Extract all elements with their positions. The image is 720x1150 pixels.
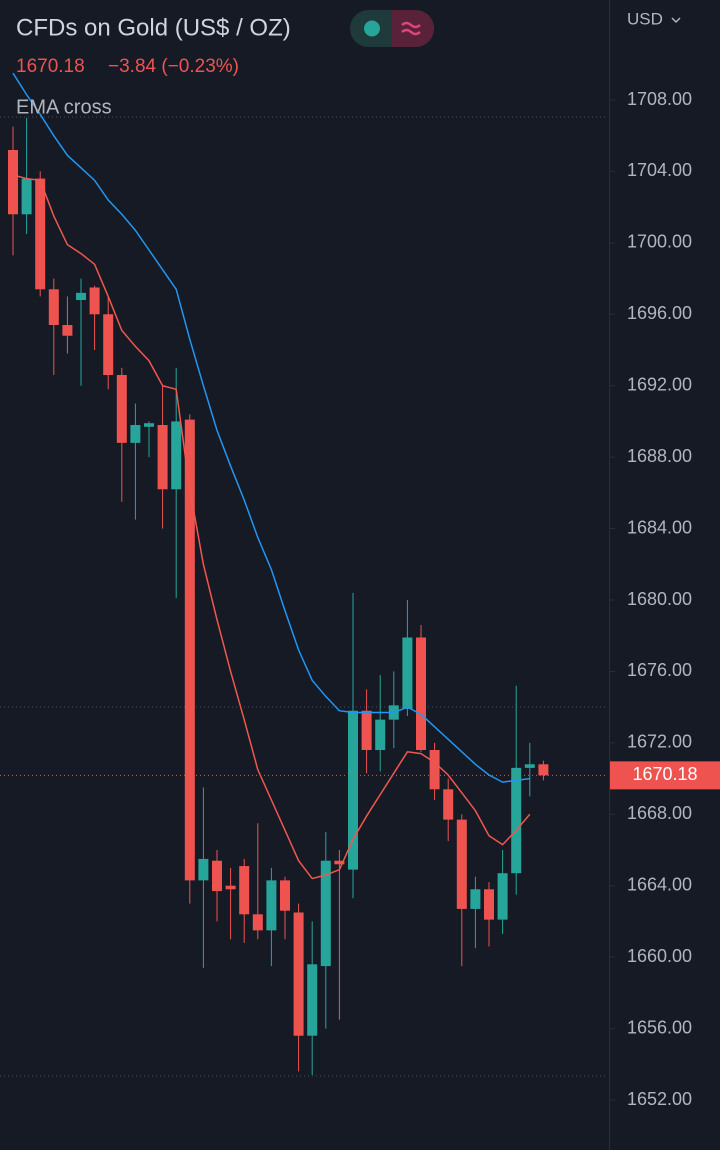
y-tick-label: 1660.00 — [627, 946, 692, 966]
candle-body — [429, 750, 440, 790]
candle-body — [171, 421, 182, 490]
candle-body — [89, 287, 100, 315]
candle-body — [361, 710, 372, 750]
candle-body — [470, 889, 481, 909]
candle-body — [266, 880, 277, 931]
candle-body — [21, 178, 32, 215]
candle-body — [62, 325, 73, 336]
candle-body — [239, 866, 250, 915]
toggle-dot — [364, 20, 380, 37]
y-tick-label: 1676.00 — [627, 660, 692, 680]
y-tick-label: 1680.00 — [627, 589, 692, 609]
candle-body — [348, 710, 358, 870]
candle-body — [538, 764, 549, 776]
candle-body — [334, 860, 345, 865]
y-tick-label: 1672.00 — [627, 732, 692, 752]
ema-line — [12, 72, 530, 783]
y-tick-label: 1688.00 — [627, 446, 692, 466]
y-tick-label: 1692.00 — [627, 374, 692, 394]
y-tick-label: 1696.00 — [627, 303, 692, 323]
plot-area — [8, 72, 549, 1075]
candle-body — [443, 789, 454, 820]
ema-line — [12, 174, 531, 880]
y-tick-label: 1684.00 — [627, 517, 692, 537]
y-tick-label: 1700.00 — [627, 232, 692, 252]
candle-body — [8, 150, 18, 215]
candle-body — [497, 873, 508, 920]
candle-body — [116, 375, 127, 443]
candle-body — [511, 767, 522, 874]
y-tick-label: 1652.00 — [627, 1089, 692, 1109]
candle-body — [375, 719, 386, 750]
candle-body — [402, 637, 413, 709]
candle-body — [76, 292, 86, 300]
toggle-icon — [401, 21, 421, 36]
candle-body — [184, 419, 195, 881]
candle-body — [524, 764, 535, 768]
candle-body — [212, 860, 222, 892]
y-tick-label: 1704.00 — [627, 160, 692, 180]
candle-body — [484, 889, 494, 920]
candle-body — [293, 912, 304, 1036]
candle-body — [225, 885, 236, 890]
indicator-label: EMA cross — [16, 96, 112, 118]
price-change: −3.84 (−0.23%) — [108, 56, 239, 77]
candle-body — [144, 423, 154, 427]
candle-body — [198, 858, 209, 881]
last-price-label: 1670.18 — [632, 764, 697, 784]
chart-title: CFDs on Gold (US$ / OZ) — [16, 14, 291, 41]
currency-label[interactable]: USD — [627, 9, 663, 28]
candle-body — [307, 964, 318, 1036]
y-tick-label: 1708.00 — [627, 89, 692, 109]
last-price-box — [610, 761, 720, 790]
candle-body — [157, 425, 168, 490]
y-tick-label: 1664.00 — [627, 874, 692, 894]
last-price: 1670.18 — [16, 56, 85, 77]
candle-body — [48, 289, 59, 325]
y-tick-label: 1656.00 — [627, 1017, 692, 1037]
candle-body — [35, 178, 46, 290]
candle-body — [280, 880, 290, 911]
currency-chevron[interactable] — [671, 17, 681, 24]
candle-body — [320, 860, 331, 967]
candle-body — [416, 637, 426, 750]
candle-body — [130, 425, 141, 443]
toggle-right-fill — [392, 10, 410, 47]
candle-body — [103, 314, 114, 375]
candle-body — [456, 819, 467, 909]
candle-body — [252, 914, 263, 931]
y-tick-label: 1668.00 — [627, 803, 692, 823]
toggle[interactable] — [350, 10, 434, 47]
